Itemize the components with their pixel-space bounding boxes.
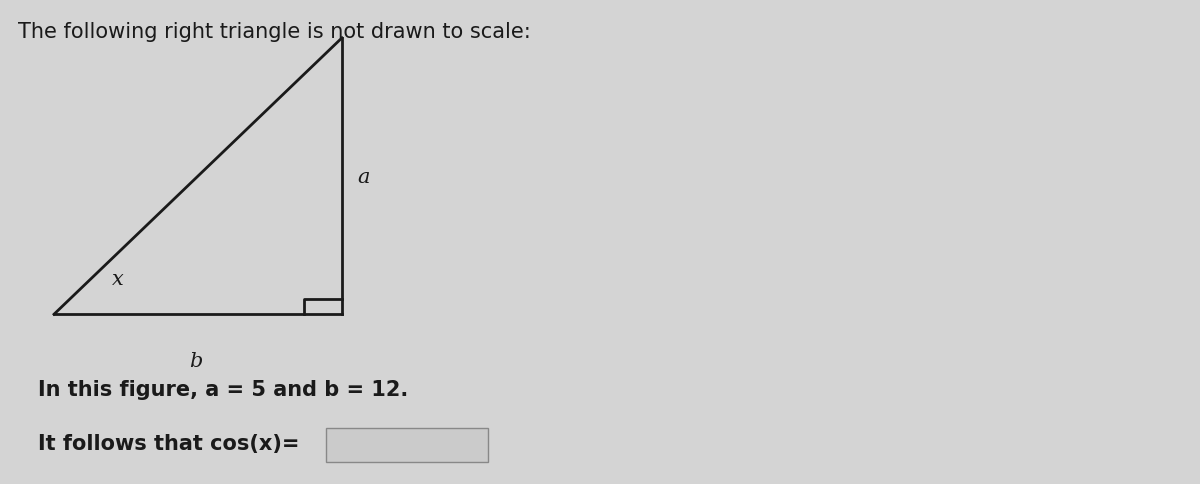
Text: It follows that cos(x)=: It follows that cos(x)= [38, 433, 300, 453]
Bar [326, 428, 488, 462]
Text: a: a [358, 167, 370, 186]
Text: In this figure, a = 5 and b = 12.: In this figure, a = 5 and b = 12. [38, 379, 409, 400]
Text: The following right triangle is not drawn to scale:: The following right triangle is not draw… [18, 22, 530, 42]
Text: b: b [188, 351, 203, 370]
Text: x: x [112, 269, 124, 288]
